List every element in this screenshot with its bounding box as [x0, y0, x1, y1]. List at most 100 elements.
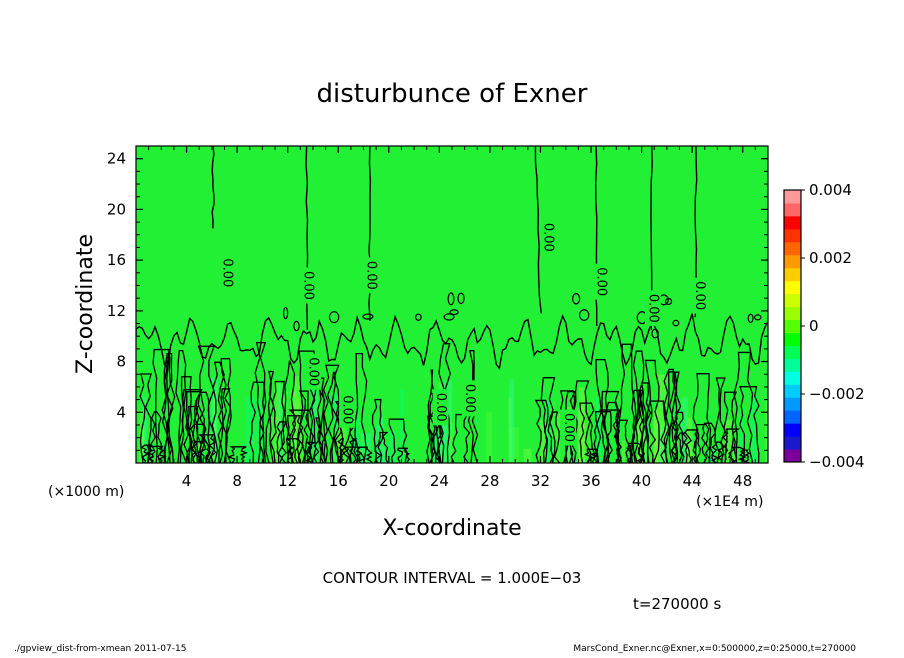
colorbar-segment	[784, 254, 801, 269]
contour-line	[298, 390, 314, 463]
contour-blob	[415, 313, 422, 321]
shading-patch	[622, 440, 626, 463]
colorbar: 0.004 0.002 0 −0.002 −0.004	[783, 181, 865, 471]
contour-line	[194, 391, 211, 463]
colorbar-segment	[784, 371, 801, 385]
shading-patch	[448, 422, 455, 463]
contour-line	[371, 398, 384, 463]
contour-label-background	[219, 254, 236, 291]
contour-blob	[672, 319, 680, 327]
contour-line	[615, 419, 631, 463]
shading-patch	[739, 410, 744, 463]
contour-label-background	[304, 353, 321, 390]
shading-patch	[765, 399, 768, 463]
contour-line	[540, 377, 556, 463]
shading-patch	[212, 391, 217, 463]
contour-line	[426, 369, 436, 463]
colorbar-tick-label: −0.004	[809, 453, 865, 471]
shading-patch	[245, 396, 255, 463]
shading-patch	[296, 427, 305, 463]
x-tick-label: 20	[379, 472, 398, 490]
contour-line	[286, 438, 301, 463]
shading-patch	[641, 413, 647, 463]
contour-line	[579, 402, 597, 463]
colorbar-segment	[784, 397, 801, 411]
contour-blob	[447, 292, 455, 306]
contour-line	[626, 442, 644, 463]
shading-patch	[139, 410, 145, 463]
shading-patch	[637, 406, 642, 463]
contour-label-background	[644, 290, 661, 327]
contour-line	[723, 391, 738, 463]
contour-line	[136, 313, 768, 370]
shading-patch	[555, 413, 561, 463]
contour-label-background	[540, 219, 557, 256]
colorbar-tick-label: 0.002	[809, 249, 852, 267]
x-axis-title: X-coordinate	[382, 516, 521, 541]
contour-label-background	[691, 277, 708, 314]
contour-line	[211, 146, 215, 229]
shading-patch	[486, 411, 493, 463]
y-tick-label: 8	[116, 353, 126, 371]
shading-patch	[289, 389, 296, 463]
x-tick-label: 4	[182, 472, 192, 490]
shading-patch	[388, 430, 397, 463]
contour-line	[733, 351, 754, 463]
contour-line	[670, 411, 685, 463]
colorbar-segment	[784, 293, 801, 308]
contour-label-background	[461, 380, 478, 417]
shading-patch	[312, 380, 318, 463]
colorbar-segment	[784, 202, 801, 217]
shading-patch	[523, 448, 532, 463]
colorbar-segment	[784, 332, 801, 346]
contour-blob	[449, 309, 459, 316]
contour-blob	[457, 292, 465, 305]
contour-line	[599, 409, 621, 463]
contour-label-background	[363, 257, 380, 294]
contour-blob	[651, 328, 659, 339]
colorbar-segment	[784, 449, 801, 463]
contour-line	[640, 382, 652, 463]
colorbar-segment	[784, 306, 801, 321]
contour-label-background	[593, 263, 610, 300]
colorbar-segment	[784, 228, 801, 243]
contour-line	[617, 343, 637, 463]
contour-line	[467, 350, 479, 463]
contour-line	[185, 391, 205, 463]
contour-label: 0.00	[340, 395, 355, 424]
colorbar-segment	[784, 423, 801, 437]
shading-patch	[336, 411, 343, 463]
colorbar-segment	[784, 215, 801, 230]
contour-line	[197, 345, 216, 463]
shading-patch	[686, 417, 693, 463]
contour-label: 0.00	[220, 258, 235, 287]
contour-label: 0.00	[594, 267, 609, 296]
x-unit-left-label: (×1000 m)	[48, 484, 124, 500]
contour-line	[211, 361, 225, 463]
contour-line	[265, 370, 276, 463]
colorbar-segment	[784, 190, 801, 204]
contour-label: 0.00	[305, 357, 320, 386]
shading-patch	[354, 417, 361, 463]
contour-line	[648, 400, 667, 463]
shading-patch	[278, 383, 285, 463]
shading-patch	[724, 419, 732, 463]
contour-line	[348, 438, 359, 463]
contour-label-background	[339, 391, 356, 428]
shading-patch	[508, 397, 512, 463]
shading-patch	[382, 440, 386, 463]
shading-patch	[293, 376, 301, 463]
colorbar-tick-label: 0.004	[809, 181, 852, 199]
contour-line	[388, 418, 408, 463]
shading-patch	[400, 389, 405, 463]
colorbar-segment	[784, 267, 801, 282]
contour-line	[322, 364, 341, 463]
shading-patch	[658, 374, 667, 463]
contour-blob	[293, 320, 300, 332]
plot-area: 0.00 0.00 0.00 0.00 0.00 0.00 0.00 0.00 0.00 0.00…	[136, 146, 768, 463]
x-tick-label: 32	[531, 472, 550, 490]
contour-line	[296, 350, 317, 463]
contour-line	[161, 352, 174, 463]
